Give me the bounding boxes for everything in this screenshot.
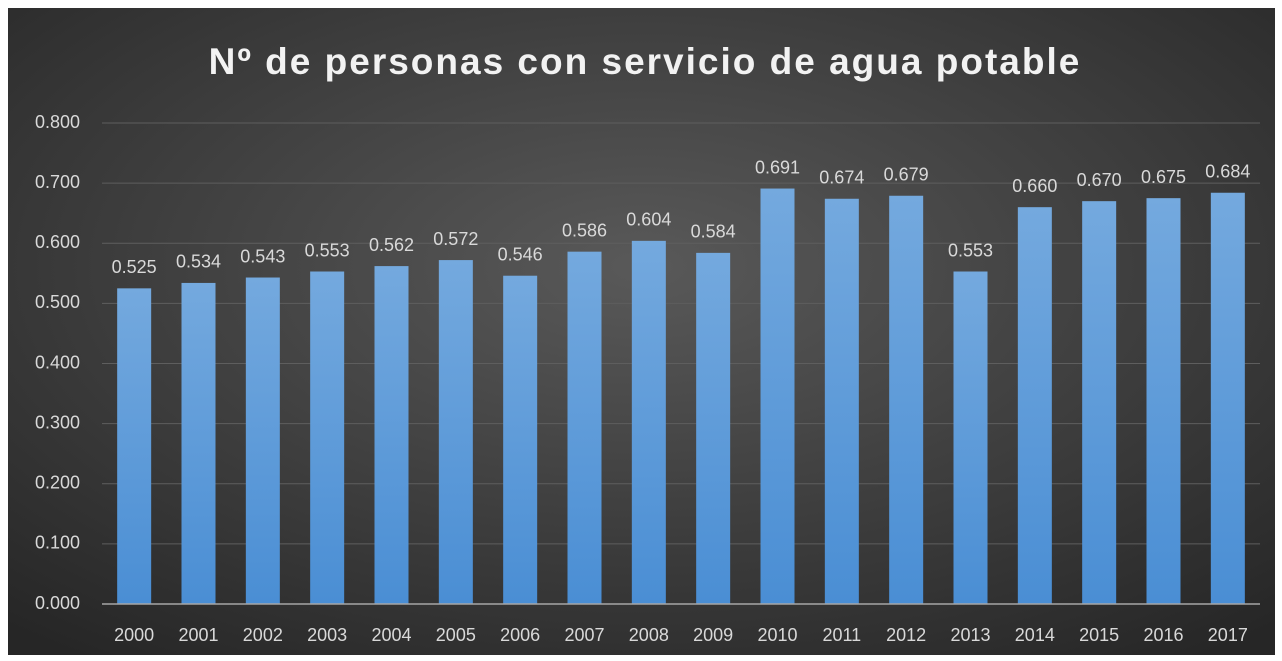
- bar: [889, 195, 924, 604]
- bar: [181, 282, 216, 604]
- data-label: 0.543: [240, 246, 285, 266]
- y-tick-label: 0.100: [35, 533, 80, 553]
- data-label: 0.679: [884, 165, 929, 185]
- bar: [245, 277, 280, 604]
- y-tick-label: 0.300: [35, 412, 80, 432]
- x-tick-label: 2008: [629, 625, 669, 645]
- bar: [503, 275, 538, 604]
- data-label: 0.534: [176, 252, 221, 272]
- data-label: 0.572: [433, 229, 478, 249]
- bar: [1210, 192, 1245, 604]
- x-tick-label: 2017: [1208, 625, 1248, 645]
- bar: [117, 288, 152, 604]
- data-label: 0.562: [369, 235, 414, 255]
- bar: [1017, 207, 1052, 605]
- x-tick-label: 2012: [886, 625, 926, 645]
- y-tick-label: 0.500: [35, 292, 80, 312]
- y-tick-label: 0.600: [35, 232, 80, 252]
- x-tick-label: 2002: [243, 625, 283, 645]
- x-tick-label: 2005: [436, 625, 476, 645]
- bar: [1146, 198, 1181, 604]
- x-tick-label: 2014: [1015, 625, 1055, 645]
- data-label: 0.691: [755, 157, 800, 177]
- data-label: 0.675: [1141, 167, 1186, 187]
- bar: [438, 260, 473, 604]
- data-label: 0.525: [112, 257, 157, 277]
- x-tick-label: 2003: [307, 625, 347, 645]
- data-label: 0.660: [1012, 176, 1057, 196]
- data-label: 0.553: [305, 240, 350, 260]
- y-tick-label: 0.800: [35, 112, 80, 132]
- y-tick-label: 0.000: [35, 593, 80, 613]
- y-tick-label: 0.700: [35, 172, 80, 192]
- bar: [631, 240, 666, 604]
- x-tick-label: 2000: [114, 625, 154, 645]
- data-label: 0.604: [626, 210, 671, 230]
- bar: [696, 252, 731, 604]
- x-tick-label: 2015: [1079, 625, 1119, 645]
- x-tick-label: 2010: [757, 625, 797, 645]
- y-tick-label: 0.400: [35, 352, 80, 372]
- x-tick-label: 2004: [371, 625, 411, 645]
- x-tick-label: 2006: [500, 625, 540, 645]
- x-tick-label: 2009: [693, 625, 733, 645]
- bar: [953, 271, 988, 604]
- data-label: 0.586: [562, 220, 607, 240]
- chart-title: Nº de personas con servicio de agua pota…: [209, 41, 1082, 82]
- data-label: 0.553: [948, 240, 993, 260]
- bar: [567, 251, 602, 605]
- bar: [310, 271, 345, 604]
- data-label: 0.670: [1077, 170, 1122, 190]
- data-label: 0.584: [691, 222, 736, 242]
- x-tick-label: 2013: [950, 625, 990, 645]
- bar: [374, 266, 409, 604]
- x-tick-label: 2001: [178, 625, 218, 645]
- bar: [1082, 201, 1117, 604]
- data-label: 0.546: [498, 244, 543, 264]
- x-tick-label: 2007: [564, 625, 604, 645]
- data-label: 0.674: [819, 168, 864, 188]
- y-tick-label: 0.200: [35, 473, 80, 493]
- x-tick-label: 2016: [1143, 625, 1183, 645]
- data-label: 0.684: [1205, 161, 1250, 181]
- bar: [824, 198, 859, 604]
- x-tick-label: 2011: [822, 625, 861, 645]
- bar: [760, 188, 795, 604]
